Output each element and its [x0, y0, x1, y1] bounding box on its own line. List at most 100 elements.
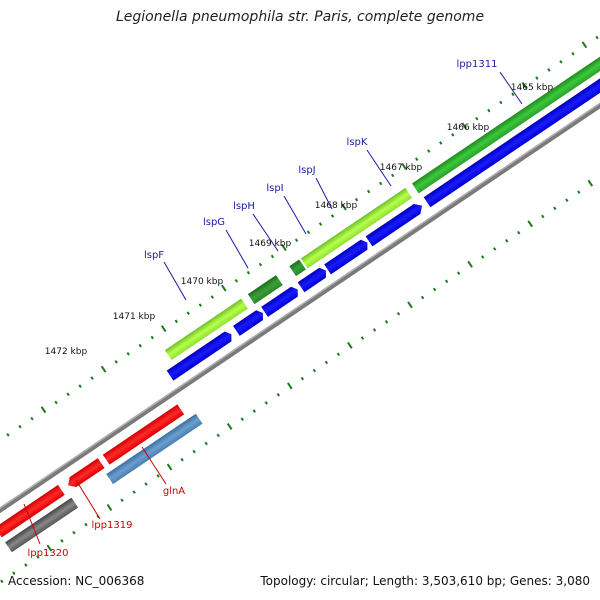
minor-tick	[481, 255, 485, 259]
gene-lspJ-label[interactable]: lspJ	[298, 165, 315, 176]
gene-lspK[interactable]	[300, 187, 413, 269]
minor-tick	[294, 238, 299, 243]
gene-glnA[interactable]	[106, 413, 203, 485]
minor-tick	[216, 433, 220, 438]
minor-tick	[156, 474, 160, 478]
minor-tick	[18, 424, 22, 429]
major-tick	[341, 203, 347, 211]
minor-tick	[306, 230, 311, 234]
minor-tick	[204, 441, 208, 446]
minor-tick	[372, 328, 377, 332]
gene-lspI-label[interactable]: lspI	[266, 183, 283, 194]
gene-lspF-leader	[163, 261, 187, 301]
minor-tick	[475, 116, 479, 121]
minor-tick	[144, 482, 148, 486]
minor-tick	[36, 555, 40, 559]
gene-lspG-label[interactable]: lspG	[203, 217, 225, 228]
gene-lspJ-leader	[315, 177, 333, 210]
minor-tick	[126, 351, 130, 356]
major-tick	[287, 382, 293, 390]
major-tick	[347, 341, 353, 349]
minor-tick	[198, 303, 202, 307]
minor-tick	[378, 181, 383, 186]
major-tick	[521, 81, 528, 89]
gene-blue-4[interactable]	[297, 265, 330, 293]
gene-lspF[interactable]	[164, 298, 248, 361]
gene-glnA-leader	[141, 446, 167, 485]
summary-label: Topology: circular; Length: 3,503,610 bp…	[260, 574, 590, 588]
minor-tick	[114, 360, 118, 364]
ruler-tick-label: 1470 kbp	[181, 277, 224, 287]
map-title: Legionella pneumophila str. Paris, compl…	[115, 9, 485, 25]
gene-glnA-label[interactable]: glnA	[163, 486, 185, 497]
minor-tick	[264, 401, 268, 405]
gene-gray[interactable]	[5, 497, 79, 553]
minor-tick	[336, 352, 341, 357]
gene-blue-7[interactable]	[166, 329, 235, 381]
minor-tick	[505, 238, 509, 243]
gene-lpp1320-leader	[23, 503, 41, 545]
major-tick	[166, 463, 173, 471]
minor-tick	[174, 319, 178, 324]
minor-tick	[390, 173, 395, 178]
minor-tick	[547, 68, 551, 72]
minor-tick	[487, 108, 491, 113]
gene-lspI[interactable]	[365, 201, 426, 247]
gene-lspJ[interactable]	[289, 259, 306, 277]
minor-tick	[577, 190, 581, 194]
gene-lpp1319-label[interactable]: lpp1319	[92, 520, 133, 531]
gene-lspK-leader	[366, 149, 392, 187]
gene-lspK-label[interactable]: lspK	[347, 137, 368, 148]
gene-red-1[interactable]	[102, 404, 185, 465]
gene-blue-6[interactable]	[233, 308, 266, 336]
gene-lpp1311[interactable]	[411, 48, 600, 194]
gene-lpp1320[interactable]	[0, 484, 65, 538]
minor-tick	[565, 198, 569, 203]
minor-tick	[439, 141, 443, 145]
gene-lspF-label[interactable]: lspF	[144, 250, 164, 261]
gene-lpp1320-label[interactable]: lpp1320	[28, 548, 69, 559]
minor-tick	[511, 92, 515, 97]
minor-tick	[0, 579, 4, 584]
minor-tick	[360, 336, 365, 340]
minor-tick	[138, 343, 142, 348]
major-tick	[46, 544, 53, 552]
minor-tick	[432, 287, 437, 292]
gene-blue-3[interactable]	[324, 238, 371, 275]
gene-lspH-label[interactable]: lspH	[233, 201, 255, 212]
ruler-tick-label: 1471 kbp	[113, 312, 156, 322]
minor-tick	[499, 100, 503, 105]
minor-tick	[120, 498, 124, 503]
major-tick	[461, 122, 468, 130]
minor-tick	[276, 393, 280, 397]
major-tick	[587, 179, 594, 187]
gene-lspG-leader	[225, 229, 249, 269]
minor-tick	[270, 254, 275, 259]
ruler-tick-label: 1465 kbp	[511, 83, 554, 93]
major-tick	[226, 422, 233, 430]
ruler-ticks	[6, 35, 599, 437]
gene-lspG[interactable]	[247, 275, 283, 305]
minor-tick	[330, 214, 335, 218]
minor-tick	[571, 51, 575, 56]
gene-lpp1319[interactable]	[65, 458, 105, 490]
minor-tick	[456, 271, 461, 276]
inner-ticks	[0, 179, 594, 584]
minor-tick	[420, 295, 425, 300]
minor-tick	[415, 157, 419, 161]
gene-lpp1319-leader	[75, 479, 101, 520]
gene-blue-1[interactable]	[423, 63, 600, 208]
minor-tick	[312, 368, 317, 373]
minor-tick	[396, 311, 401, 316]
minor-tick	[150, 335, 154, 340]
gene-lpp1311-leader	[499, 71, 523, 105]
minor-tick	[541, 214, 545, 219]
gene-lpp1311-label[interactable]: lpp1311	[457, 59, 498, 70]
minor-tick	[54, 400, 58, 405]
ruler-tick-label: 1469 kbp	[249, 239, 292, 249]
gene-lspH[interactable]	[261, 284, 301, 317]
ruler-tick-label: 1472 kbp	[45, 347, 88, 357]
minor-tick	[186, 311, 190, 316]
